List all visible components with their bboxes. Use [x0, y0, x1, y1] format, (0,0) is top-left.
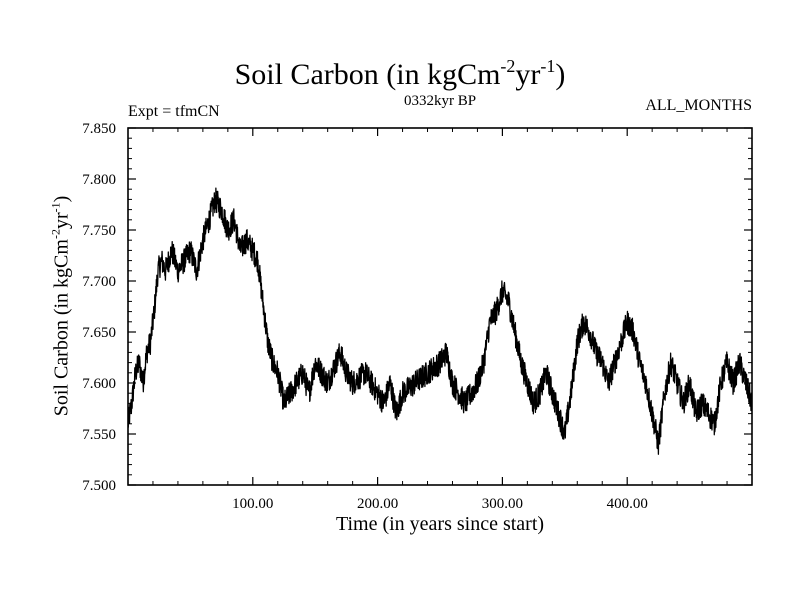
y-tick-label: 7.550	[82, 427, 116, 443]
y-tick-label: 7.600	[82, 376, 116, 392]
ticks-layer: 7.500 7.550 7.600 7.650 7.700 7.750 7.800 7.850…	[82, 121, 752, 512]
plot-frame	[127, 127, 753, 486]
months-annotation: ALL_MONTHS	[645, 97, 752, 114]
experiment-annotation: Expt = tfmCN	[128, 103, 220, 120]
y-tick-label: 7.800	[82, 172, 116, 188]
x-axis-label: Time (in years since start)	[335, 513, 545, 535]
x-tick-label: 100.00	[232, 496, 273, 512]
chart-subtitle: 0332kyr BP	[403, 93, 477, 109]
y-tick-label: 7.700	[82, 274, 116, 290]
y-tick-label: 7.750	[82, 223, 116, 239]
y-tick-label: 7.500	[82, 478, 116, 494]
series-layer	[128, 187, 752, 455]
chart-title: Soil Carbon (in kgCm-2yr-1)	[234, 56, 566, 91]
y-axis-label: Soil Carbon (in kgCm-2yr-1)	[48, 195, 73, 417]
x-tick-label: 200.00	[357, 496, 398, 512]
x-tick-label: 400.00	[607, 496, 648, 512]
y-tick-label: 7.850	[82, 121, 116, 137]
y-tick-label: 7.650	[82, 325, 116, 341]
series-line	[128, 187, 752, 455]
x-tick-label: 300.00	[482, 496, 523, 512]
